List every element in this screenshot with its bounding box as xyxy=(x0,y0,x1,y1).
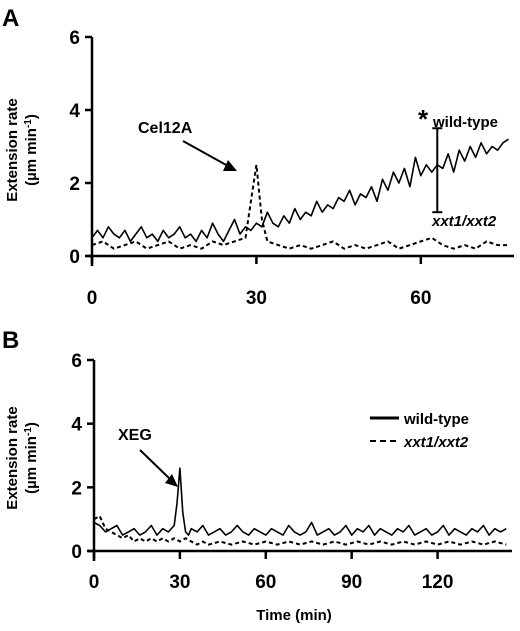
panel-b-y-label: Extension rate xyxy=(4,406,21,509)
panel-b-series xyxy=(93,467,507,546)
panel-a-wild-type-label: wild-type xyxy=(432,114,498,131)
panel-b-x-tick-label: 0 xyxy=(89,572,100,593)
panel-b-y-tick-label: 4 xyxy=(71,415,82,436)
significance-star: * xyxy=(418,104,429,134)
legend-xxt-label: xxt1/xxt2 xyxy=(403,434,469,451)
panel-a-y-label: Extension rate xyxy=(4,98,21,201)
xeg-annotation: XEG xyxy=(118,427,152,444)
panel-b-label: B xyxy=(2,327,19,354)
panel-b-x-label: Time (min) xyxy=(256,607,332,624)
panel-a-y-tick-label: 4 xyxy=(69,101,80,122)
panel-b-series-xxt1-xxt2-line xyxy=(93,515,507,546)
panel-a-xxt-label: xxt1/xxt2 xyxy=(431,213,497,230)
panel-a-label: A xyxy=(2,5,19,32)
cel12a-annotation: Cel12A xyxy=(138,120,193,137)
panel-b-x-tick-label: 60 xyxy=(255,572,276,593)
panel-b-x-tick-label: 90 xyxy=(341,572,362,593)
panel-b-y-tick-label: 6 xyxy=(71,351,82,372)
panel-b-legend: wild-type xxt1/xxt2 xyxy=(370,411,469,451)
panel-b-x-tick-label: 120 xyxy=(422,572,454,593)
panel-a-x-tick-label: 60 xyxy=(410,288,431,309)
panel-a-error-bar xyxy=(432,127,443,214)
cel12a-arrow xyxy=(182,140,237,171)
panel-a-y-tick-label: 6 xyxy=(69,28,80,49)
panel-a-series-xxt1-xxt2-line xyxy=(91,163,509,250)
panel-a-series-wild-type-line xyxy=(91,138,509,243)
panel-b-y-tick-label: 0 xyxy=(71,542,82,563)
panel-b-series-wild-type-line xyxy=(93,467,507,536)
legend-wild-type-label: wild-type xyxy=(403,411,469,428)
panel-a-x-tick-label: 30 xyxy=(246,288,267,309)
panel-a-y-tick-label: 0 xyxy=(69,247,80,268)
panel-a-y-tick-label: 2 xyxy=(69,174,80,195)
xeg-arrow xyxy=(139,449,178,487)
panel-a-series xyxy=(91,138,509,250)
panel-a-y-unit: (µm min-1) xyxy=(23,114,40,186)
panel-a-x-tick-label: 0 xyxy=(87,288,98,309)
panel-b-x-tick-label: 30 xyxy=(169,572,190,593)
panel-b-y-tick-label: 2 xyxy=(71,478,82,499)
panel-b-y-unit: (µm min-1) xyxy=(23,422,40,494)
